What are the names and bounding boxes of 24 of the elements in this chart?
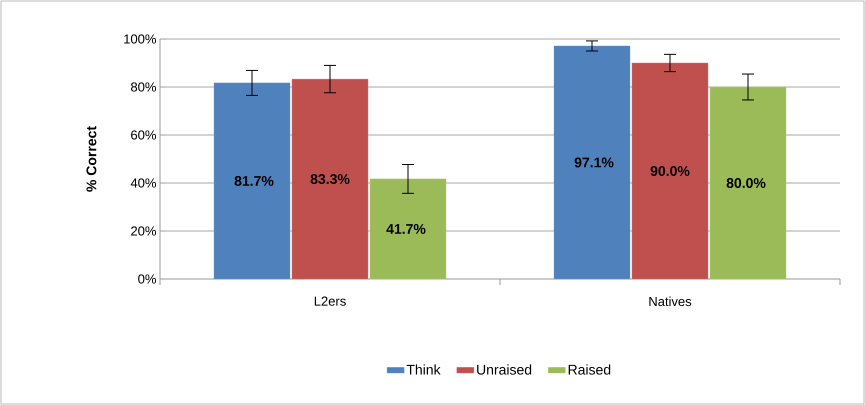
y-tick-label: 0% xyxy=(138,274,156,284)
bar xyxy=(370,178,446,280)
y-tick-label: 60% xyxy=(131,130,156,140)
y-tick-label: 20% xyxy=(131,226,156,236)
y-tick-label: 100% xyxy=(124,34,156,44)
data-label: 97.1% xyxy=(574,158,614,168)
bar xyxy=(632,62,708,280)
legend-label: Raised xyxy=(568,364,610,375)
bar xyxy=(710,86,786,280)
x-tick-label: L2ers xyxy=(314,296,346,306)
x-tick-label: Natives xyxy=(649,296,692,306)
bar xyxy=(214,82,290,280)
legend-label: Unraised xyxy=(477,364,532,375)
y-tick-label: 80% xyxy=(131,82,156,92)
data-label: 80.0% xyxy=(726,178,766,188)
data-label: 41.7% xyxy=(386,224,426,234)
data-label: 83.3% xyxy=(310,174,350,184)
legend-label: Think xyxy=(406,364,441,375)
data-label: 81.7% xyxy=(234,176,274,186)
y-tick-label: 40% xyxy=(130,178,156,188)
bar xyxy=(292,78,368,280)
y-axis-title: % Correct xyxy=(86,126,96,192)
bar xyxy=(554,46,630,280)
data-label: 90.0% xyxy=(650,166,690,176)
